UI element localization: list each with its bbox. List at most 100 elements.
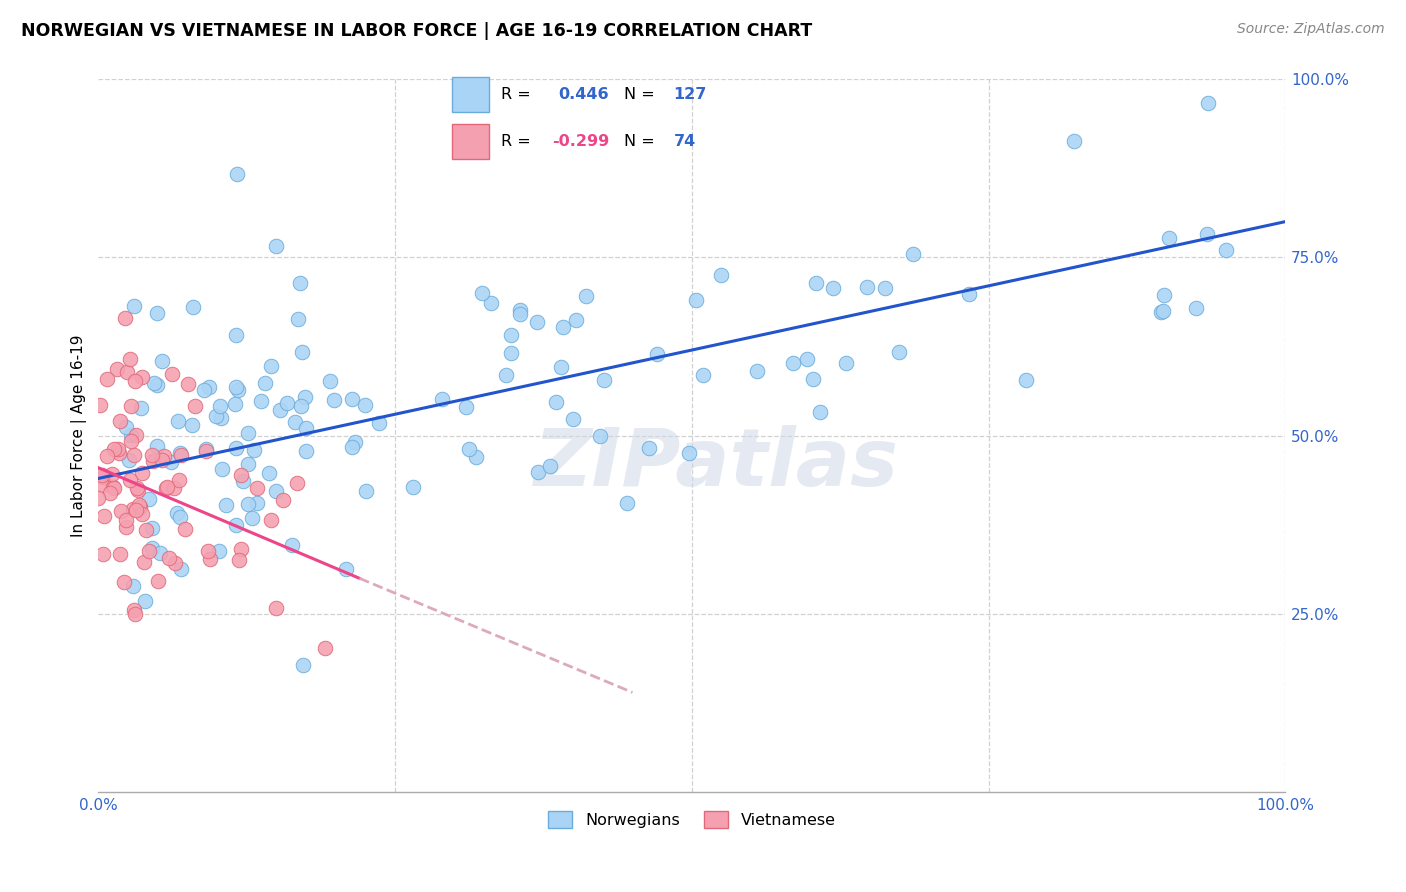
- Point: [226, 383, 249, 397]
- Point: [96, 372, 118, 386]
- Point: [125, 428, 148, 442]
- Point: [875, 281, 897, 295]
- Point: [284, 415, 307, 429]
- Point: [157, 550, 180, 565]
- Point: [138, 492, 160, 507]
- Point: [259, 466, 281, 480]
- Point: [115, 520, 138, 534]
- Point: [550, 360, 572, 375]
- Point: [131, 370, 153, 384]
- Point: [160, 367, 183, 381]
- Point: [225, 328, 247, 343]
- Point: [134, 555, 156, 569]
- Point: [169, 510, 191, 524]
- Point: [225, 518, 247, 533]
- Point: [432, 392, 454, 407]
- Text: R =: R =: [501, 135, 530, 149]
- FancyBboxPatch shape: [451, 77, 489, 112]
- Point: [215, 498, 238, 512]
- Point: [120, 399, 142, 413]
- Point: [118, 351, 141, 366]
- Point: [208, 543, 231, 558]
- Point: [354, 483, 377, 498]
- Point: [128, 498, 150, 512]
- Point: [295, 421, 318, 435]
- Point: [90, 467, 112, 482]
- Point: [115, 420, 138, 434]
- Text: N =: N =: [624, 87, 655, 102]
- Point: [236, 425, 259, 440]
- Point: [167, 473, 190, 487]
- Point: [166, 414, 188, 428]
- Point: [226, 167, 249, 181]
- Point: [638, 442, 661, 456]
- Point: [291, 658, 314, 673]
- Point: [259, 513, 281, 527]
- Point: [564, 313, 586, 327]
- Point: [103, 442, 125, 456]
- Point: [616, 496, 638, 510]
- Point: [107, 445, 129, 459]
- Point: [823, 281, 845, 295]
- Point: [458, 442, 481, 456]
- Point: [101, 467, 124, 482]
- Point: [685, 293, 707, 308]
- Point: [96, 450, 118, 464]
- Point: [138, 543, 160, 558]
- Point: [314, 641, 336, 656]
- Text: Source: ZipAtlas.com: Source: ZipAtlas.com: [1237, 22, 1385, 37]
- Point: [1150, 305, 1173, 319]
- Point: [127, 483, 149, 497]
- Point: [146, 574, 169, 588]
- Point: [169, 446, 191, 460]
- Point: [295, 444, 318, 458]
- Point: [1063, 134, 1085, 148]
- Point: [544, 395, 567, 409]
- Point: [354, 399, 377, 413]
- Point: [194, 442, 217, 457]
- Point: [180, 418, 202, 433]
- Point: [143, 376, 166, 391]
- Point: [120, 434, 142, 449]
- Point: [122, 579, 145, 593]
- Point: [1157, 230, 1180, 244]
- Point: [343, 434, 366, 449]
- Point: [269, 402, 291, 417]
- Point: [91, 470, 114, 484]
- Text: 74: 74: [673, 135, 696, 149]
- Point: [710, 268, 733, 282]
- Point: [245, 496, 267, 510]
- Point: [260, 359, 283, 373]
- Point: [177, 377, 200, 392]
- Point: [120, 427, 142, 442]
- Point: [495, 368, 517, 382]
- Y-axis label: In Labor Force | Age 16-19: In Labor Force | Age 16-19: [72, 334, 87, 537]
- Point: [155, 482, 177, 496]
- Text: N =: N =: [624, 135, 655, 149]
- Point: [125, 502, 148, 516]
- Point: [101, 481, 124, 495]
- Point: [115, 366, 138, 380]
- Point: [225, 380, 247, 394]
- Point: [281, 538, 304, 552]
- Text: ZIPatlas: ZIPatlas: [533, 425, 898, 503]
- Point: [112, 574, 135, 589]
- Point: [131, 507, 153, 521]
- Point: [209, 411, 232, 425]
- Point: [288, 276, 311, 290]
- Point: [592, 373, 614, 387]
- Point: [103, 481, 125, 495]
- Point: [957, 287, 980, 301]
- Point: [197, 379, 219, 393]
- Point: [1015, 373, 1038, 387]
- Point: [287, 311, 309, 326]
- Point: [810, 405, 832, 419]
- Point: [141, 448, 163, 462]
- Point: [93, 509, 115, 524]
- Point: [243, 443, 266, 458]
- Point: [124, 299, 146, 313]
- Point: [456, 400, 478, 414]
- Point: [471, 285, 494, 300]
- Point: [193, 383, 215, 397]
- Point: [225, 441, 247, 455]
